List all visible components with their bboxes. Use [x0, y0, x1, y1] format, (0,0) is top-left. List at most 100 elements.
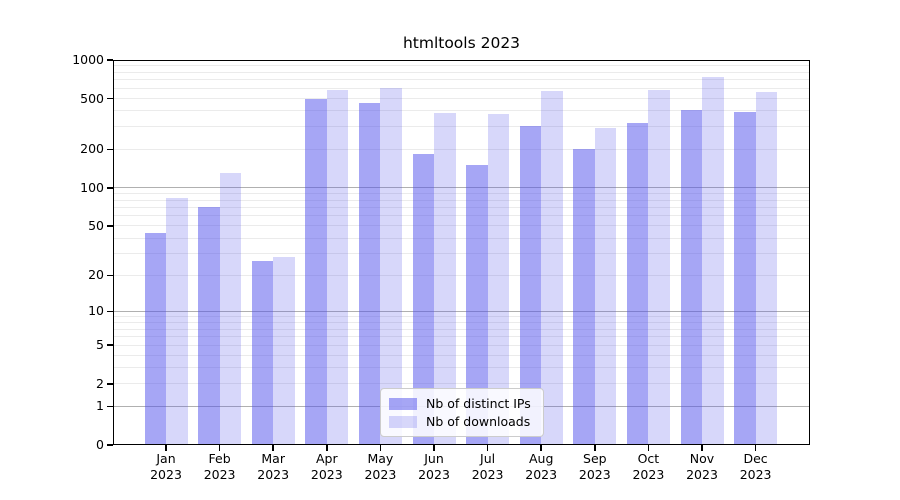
bar-distinct-ips — [251, 261, 274, 445]
x-tick-mark — [218, 445, 221, 451]
y-gridline-major — [113, 187, 810, 189]
y-gridline-minor — [113, 193, 810, 195]
y-tick-mark — [107, 274, 113, 277]
bar-downloads — [380, 87, 402, 445]
x-tick-label: Jan 2023 — [150, 451, 182, 482]
y-tick-mark — [107, 187, 113, 189]
y-gridline-minor — [113, 322, 810, 324]
y-tick-label: 2 — [96, 375, 104, 391]
x-tick-label: Nov 2023 — [686, 451, 718, 482]
legend-label: Nb of distinct IPs — [426, 396, 531, 411]
y-tick-label: 0 — [96, 437, 104, 452]
y-gridline-minor — [113, 199, 810, 201]
x-tick-mark — [754, 445, 757, 451]
bar-distinct-ips — [358, 103, 381, 445]
y-gridline-minor — [113, 110, 810, 112]
legend-swatch-downloads — [389, 415, 417, 428]
y-gridline-minor — [113, 344, 810, 346]
chart-title: htmltools 2023 — [402, 34, 521, 52]
x-tick-label: Feb 2023 — [203, 451, 236, 482]
legend-item: Nb of downloads — [389, 413, 535, 430]
x-tick-mark — [272, 445, 274, 451]
bar-distinct-ips — [519, 125, 542, 445]
y-tick-label: 500 — [80, 90, 104, 106]
bar-distinct-ips — [626, 122, 649, 445]
y-gridline-minor — [113, 98, 810, 100]
bar-distinct-ips — [680, 110, 702, 445]
y-tick-mark — [107, 444, 113, 446]
legend-item: Nb of distinct IPs — [389, 395, 535, 412]
bar-downloads — [487, 114, 510, 445]
bar-downloads — [755, 92, 778, 445]
x-tick-mark — [594, 445, 596, 451]
x-tick-mark — [540, 445, 542, 451]
y-gridline-minor — [113, 383, 810, 385]
bar-distinct-ips — [198, 207, 220, 445]
y-tick-mark — [107, 405, 113, 408]
y-gridline-minor — [113, 328, 810, 330]
y-tick-label: 10 — [88, 303, 104, 319]
bar-downloads — [434, 112, 456, 445]
y-gridline-minor — [113, 148, 810, 150]
y-tick-label: 20 — [88, 267, 104, 283]
legend-swatch-distinct-ips — [389, 397, 417, 410]
x-tick-label: Oct 2023 — [632, 451, 665, 482]
y-gridline-minor — [113, 237, 810, 239]
x-tick-mark — [433, 445, 435, 451]
x-tick-label: Sep 2023 — [578, 451, 611, 482]
y-gridline-major — [113, 310, 810, 312]
y-tick-mark — [107, 225, 113, 227]
x-tick-mark — [647, 445, 650, 451]
y-gridline-minor — [113, 65, 810, 67]
x-tick-mark — [165, 445, 167, 451]
y-tick-mark — [107, 148, 113, 151]
bar-distinct-ips — [305, 98, 327, 445]
x-tick-label: Aug 2023 — [525, 451, 558, 482]
x-tick-mark — [326, 445, 328, 451]
y-gridline-minor — [113, 354, 810, 356]
y-gridline-minor — [113, 79, 810, 81]
bar-distinct-ips — [412, 154, 434, 445]
bar-distinct-ips — [573, 149, 595, 445]
x-tick-label: May 2023 — [364, 451, 397, 482]
x-tick-label: Apr 2023 — [310, 451, 343, 482]
y-gridline-minor — [113, 126, 810, 128]
y-gridline-minor — [113, 336, 810, 338]
y-tick-label: 100 — [80, 179, 104, 195]
y-gridline-minor — [113, 274, 810, 276]
y-gridline-minor — [113, 71, 810, 73]
bar-downloads — [594, 127, 617, 445]
bar-downloads — [702, 77, 724, 445]
bar-downloads — [166, 198, 188, 445]
y-tick-mark — [107, 310, 113, 313]
y-gridline-minor — [113, 253, 810, 255]
y-gridline-minor — [113, 206, 810, 208]
legend: Nb of distinct IPs Nb of downloads — [380, 388, 544, 437]
x-tick-mark — [379, 445, 382, 451]
y-tick-mark — [107, 344, 113, 346]
y-gridline-minor — [113, 225, 810, 227]
x-tick-mark — [486, 445, 489, 451]
bar-downloads — [648, 90, 670, 445]
y-tick-label: 50 — [88, 217, 104, 233]
legend-label: Nb of downloads — [426, 414, 531, 429]
bar-distinct-ips — [734, 112, 756, 445]
y-tick-label: 1 — [96, 398, 104, 414]
bar-distinct-ips — [466, 165, 488, 445]
x-tick-label: Jun 2023 — [418, 451, 450, 482]
x-tick-label: Mar 2023 — [257, 451, 290, 482]
y-tick-mark — [107, 97, 113, 100]
y-gridline-minor — [113, 316, 810, 318]
bar-downloads — [273, 257, 295, 445]
x-tick-label: Jul 2023 — [471, 451, 504, 482]
y-tick-mark — [107, 59, 113, 61]
y-tick-label: 200 — [80, 141, 104, 157]
y-gridline-minor — [113, 87, 810, 89]
bar-downloads — [541, 90, 563, 445]
x-tick-mark — [701, 445, 703, 451]
y-tick-label: 5 — [96, 337, 104, 353]
y-gridline-minor — [113, 367, 810, 369]
x-tick-label: Dec 2023 — [739, 451, 772, 482]
bar-downloads — [326, 90, 349, 445]
